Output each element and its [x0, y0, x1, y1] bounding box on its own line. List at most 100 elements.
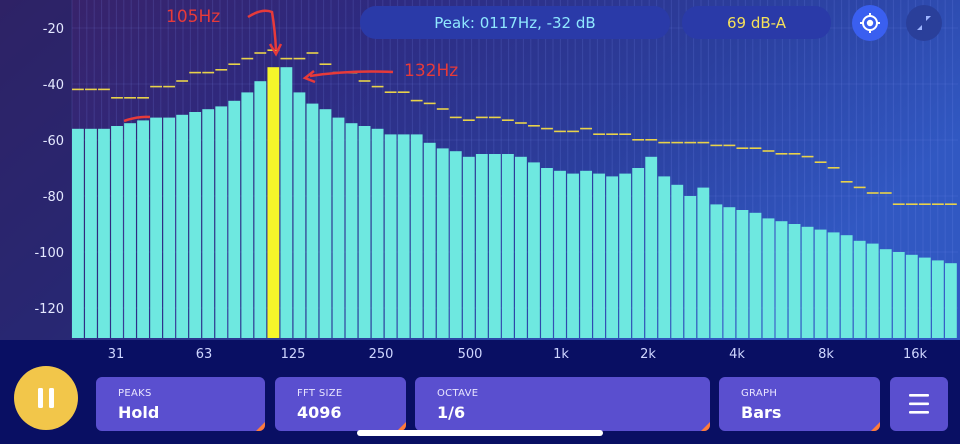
- peak-hold-marker: [840, 181, 853, 183]
- octave-value: 1/6: [437, 403, 466, 422]
- fft-size-control[interactable]: FFT SIZE 4096: [275, 377, 406, 431]
- spectrum-bar: [840, 235, 853, 338]
- spectrum-bar: [658, 176, 671, 338]
- peak-hold-marker: [397, 91, 410, 93]
- y-tick-label: -20: [43, 22, 64, 37]
- spectrum-bar: [85, 128, 97, 338]
- x-tick-label: 2k: [640, 347, 656, 362]
- peak-hold-marker: [645, 139, 658, 141]
- spectrum-bar: [528, 162, 540, 338]
- crosshair-button[interactable]: [852, 5, 888, 41]
- x-tick-label: 31: [107, 347, 125, 362]
- spectrum-bar: [723, 207, 736, 338]
- spectrum-bar: [449, 151, 462, 338]
- peak-hold-marker: [280, 57, 293, 60]
- fft-size-value: 4096: [297, 403, 342, 422]
- peak-hold-marker: [619, 133, 632, 135]
- y-tick-label: -120: [34, 302, 64, 317]
- menu-icon: [909, 394, 929, 414]
- spectrum-bar: [293, 92, 306, 339]
- spectrum-bar: [788, 224, 801, 338]
- spectrum-bar: [619, 173, 632, 338]
- y-tick-label: -100: [34, 246, 64, 261]
- spectrum-bar: [306, 103, 319, 338]
- peak-hold-marker: [697, 141, 710, 144]
- peak-hold-marker: [111, 97, 123, 99]
- peak-hold-marker: [410, 99, 423, 102]
- spectrum-bar: [384, 134, 397, 338]
- peak-hold-marker: [124, 97, 136, 99]
- spectrum-bar: [423, 142, 436, 338]
- menu-button[interactable]: [890, 377, 948, 431]
- peak-hold-marker: [254, 52, 267, 54]
- pause-button[interactable]: [14, 366, 78, 430]
- peak-hold-marker: [202, 71, 215, 74]
- spectrum-bar: [72, 128, 84, 338]
- octave-control[interactable]: OCTAVE 1/6: [415, 377, 710, 431]
- spectrum-bar: [879, 249, 892, 338]
- pause-icon: [38, 388, 54, 408]
- spectrum-bars: [72, 67, 957, 339]
- collapse-button[interactable]: [906, 5, 942, 41]
- spectrum-bar: [554, 170, 566, 338]
- peak-hold-marker: [905, 203, 918, 205]
- spectrum-plot: -20 -40 -60 -80 -100 -120: [0, 0, 960, 340]
- home-indicator: [357, 430, 603, 436]
- peak-hold-marker: [475, 116, 488, 119]
- spectrum-bar: [645, 156, 658, 338]
- x-tick-label: 125: [280, 347, 306, 362]
- y-axis-panel: [0, 0, 72, 340]
- spectrum-bar: [593, 173, 606, 338]
- peak-hold-marker: [358, 80, 371, 82]
- peaks-control[interactable]: PEAKS Hold: [96, 377, 265, 431]
- x-tick-label: 63: [195, 347, 213, 362]
- peak-hold-marker: [515, 122, 527, 124]
- spectrum-bar: [762, 218, 775, 338]
- peak-hold-marker: [775, 153, 788, 155]
- spectrum-bar: [475, 154, 488, 338]
- arrow-105hz-head: [268, 43, 283, 57]
- peak-hold-marker: [215, 69, 228, 71]
- peak-hold-marker: [567, 130, 579, 133]
- spectrum-bar: [606, 176, 619, 338]
- peak-hold-marker: [150, 85, 163, 88]
- spectrum-bar: [814, 229, 827, 338]
- graph-value: Bars: [741, 403, 782, 422]
- spectrum-bar: [202, 109, 215, 338]
- dropdown-corner-icon: [397, 422, 406, 431]
- peak-hold-marker: [384, 91, 397, 93]
- peak-hold-marker: [98, 88, 110, 91]
- peak-hold-marker: [788, 153, 801, 155]
- peak-hold-marker: [593, 133, 606, 135]
- level-readout-text: 69 dB-A: [726, 13, 786, 32]
- spectrum-bar: [697, 187, 710, 338]
- spectrum-bar: [515, 156, 527, 338]
- peaks-value: Hold: [118, 403, 160, 422]
- level-readout[interactable]: 69 dB-A: [682, 6, 831, 39]
- peak-hold-marker: [423, 102, 436, 105]
- annotation-105hz: 105Hz: [166, 7, 221, 27]
- peak-hold-marker: [85, 88, 97, 91]
- spectrum-bar: [228, 100, 241, 338]
- peak-hold-marker: [671, 141, 684, 144]
- graph-control[interactable]: GRAPH Bars: [719, 377, 880, 431]
- spectrum-bar: [189, 112, 202, 338]
- peak-hold-marker: [944, 203, 957, 205]
- dropdown-corner-icon: [256, 422, 265, 431]
- spectrum-bar: [163, 117, 176, 338]
- crosshair-icon: [860, 13, 880, 33]
- spectrum-bar: [775, 221, 788, 338]
- arrow-132hz: [309, 70, 394, 78]
- spectrum-bar: [397, 134, 410, 338]
- x-tick-label: 8k: [818, 347, 834, 362]
- peak-hold-marker: [827, 167, 840, 169]
- peak-hold-marker: [541, 127, 553, 130]
- annotation-arrows: [123, 9, 394, 123]
- spectrum-bar: [462, 156, 475, 338]
- spectrum-bar: [358, 126, 371, 338]
- peak-readout[interactable]: Peak: 0117Hz, -32 dB: [360, 6, 670, 39]
- spectrum-bar: [632, 168, 645, 338]
- spectrum-bar: [853, 240, 866, 338]
- peak-hold-marker: [228, 63, 241, 65]
- peak-hold-marker: [163, 85, 176, 88]
